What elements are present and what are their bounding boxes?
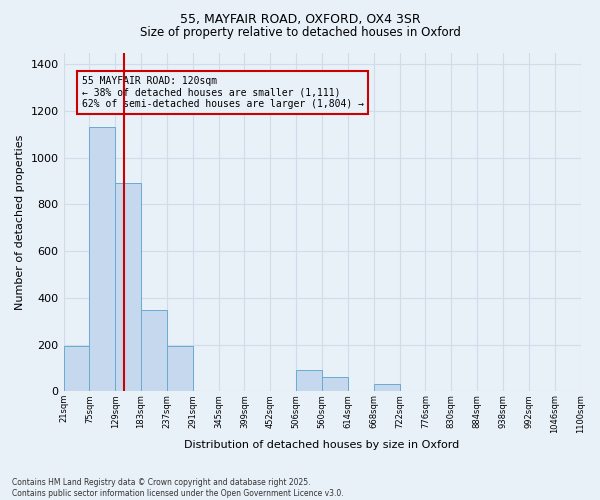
Bar xyxy=(296,370,322,392)
Bar xyxy=(322,378,348,392)
Text: 55, MAYFAIR ROAD, OXFORD, OX4 3SR: 55, MAYFAIR ROAD, OXFORD, OX4 3SR xyxy=(179,12,421,26)
Y-axis label: Number of detached properties: Number of detached properties xyxy=(15,134,25,310)
Text: Size of property relative to detached houses in Oxford: Size of property relative to detached ho… xyxy=(140,26,460,39)
Bar xyxy=(141,310,167,392)
X-axis label: Distribution of detached houses by size in Oxford: Distribution of detached houses by size … xyxy=(184,440,460,450)
Bar xyxy=(167,346,193,392)
Bar xyxy=(64,346,89,392)
Text: Contains HM Land Registry data © Crown copyright and database right 2025.
Contai: Contains HM Land Registry data © Crown c… xyxy=(12,478,344,498)
Text: 55 MAYFAIR ROAD: 120sqm
← 38% of detached houses are smaller (1,111)
62% of semi: 55 MAYFAIR ROAD: 120sqm ← 38% of detache… xyxy=(82,76,364,109)
Bar xyxy=(374,384,400,392)
Bar xyxy=(89,128,115,392)
Bar xyxy=(115,184,141,392)
